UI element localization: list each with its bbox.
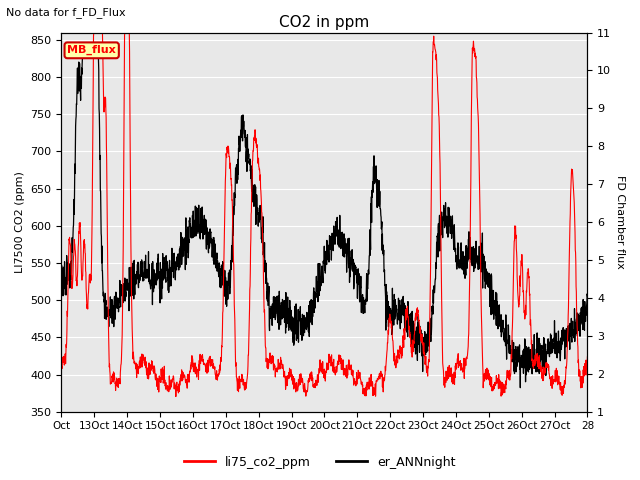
er_ANNnight xyxy=(516,385,524,391)
Title: CO2 in ppm: CO2 in ppm xyxy=(279,15,369,30)
Line: er_ANNnight: er_ANNnight xyxy=(61,51,588,388)
er_ANNnight xyxy=(79,48,86,54)
er_ANNnight xyxy=(569,318,577,324)
Text: No data for f_FD_Flux: No data for f_FD_Flux xyxy=(6,7,126,18)
li75_co2_ppm xyxy=(584,354,591,360)
Legend: li75_co2_ppm, er_ANNnight: li75_co2_ppm, er_ANNnight xyxy=(179,451,461,474)
er_ANNnight xyxy=(84,48,92,54)
li75_co2_ppm xyxy=(314,373,321,379)
er_ANNnight xyxy=(314,280,321,286)
li75_co2_ppm xyxy=(300,388,308,394)
er_ANNnight xyxy=(300,333,307,338)
li75_co2_ppm xyxy=(58,367,65,373)
li75_co2_ppm xyxy=(172,394,180,399)
er_ANNnight xyxy=(568,328,576,334)
er_ANNnight xyxy=(58,286,65,292)
er_ANNnight xyxy=(584,293,591,299)
Line: li75_co2_ppm: li75_co2_ppm xyxy=(61,33,588,396)
li75_co2_ppm xyxy=(569,172,577,178)
li75_co2_ppm xyxy=(568,167,576,173)
li75_co2_ppm xyxy=(84,291,92,297)
Text: MB_flux: MB_flux xyxy=(67,45,116,56)
er_ANNnight xyxy=(472,240,479,245)
Y-axis label: FD Chamber flux: FD Chamber flux xyxy=(615,175,625,269)
li75_co2_ppm xyxy=(472,58,480,64)
Y-axis label: LI7500 CO2 (ppm): LI7500 CO2 (ppm) xyxy=(15,171,25,273)
li75_co2_ppm xyxy=(90,30,98,36)
